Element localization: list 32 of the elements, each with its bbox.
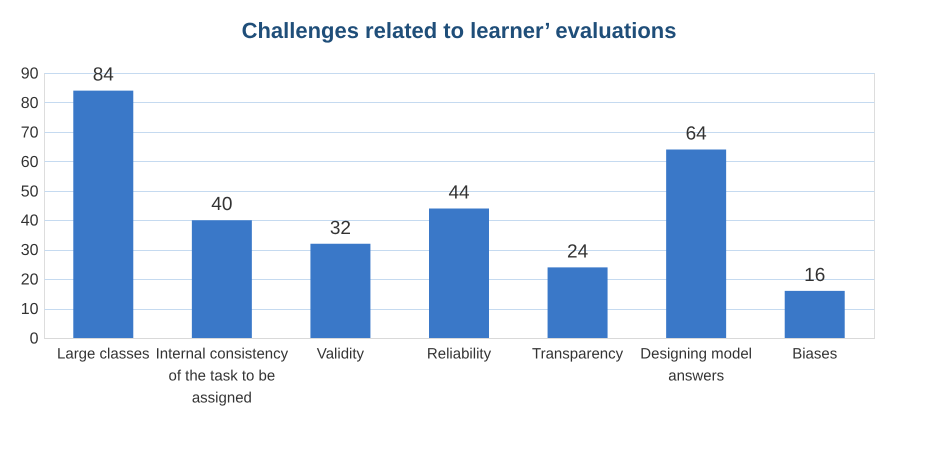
bar	[192, 220, 252, 338]
x-tick-label: Transparency	[532, 346, 624, 362]
data-label: 32	[330, 218, 351, 239]
data-label: 16	[804, 264, 826, 286]
bar	[429, 208, 489, 338]
y-tick-label: 40	[20, 212, 39, 230]
y-tick-label: 10	[20, 301, 39, 318]
y-tick-label: 70	[20, 124, 39, 142]
data-label: 40	[211, 194, 232, 216]
x-tick-label: Large classes	[57, 346, 150, 362]
x-tick-label: Designing model answers	[640, 346, 752, 384]
y-tick-label: 90	[20, 66, 39, 82]
x-tick-label: Internal consistency of the task to be assigned	[156, 346, 289, 406]
y-tick-label: 80	[20, 94, 39, 112]
chart-title: Challenges related to learner’ evaluations	[242, 18, 676, 43]
y-tick-label: 30	[20, 242, 39, 260]
y-tick-label: 0	[30, 330, 39, 348]
x-tick-label: Validity	[316, 346, 365, 362]
x-tick-label: Reliability	[426, 346, 492, 362]
y-tick-label: 60	[20, 154, 39, 171]
bar	[73, 90, 134, 338]
data-label: 24	[567, 241, 589, 262]
y-tick-label: 50	[20, 183, 39, 200]
bar	[548, 267, 608, 338]
data-label: 44	[448, 182, 470, 204]
y-tick-label: 20	[20, 272, 39, 289]
data-label: 64	[686, 124, 708, 145]
x-tick-label: Biases	[792, 346, 838, 362]
bar	[784, 290, 845, 338]
bar	[310, 244, 370, 338]
bar	[666, 150, 726, 338]
data-label: 84	[92, 64, 114, 86]
